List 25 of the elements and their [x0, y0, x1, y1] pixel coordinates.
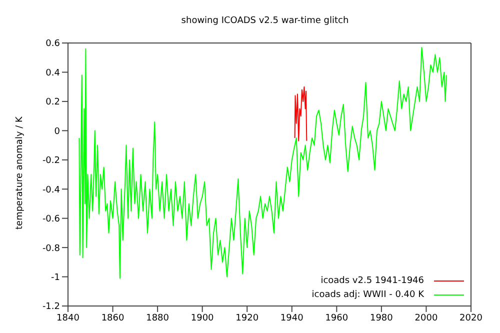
x-tick-label: 1920: [236, 313, 259, 324]
y-tick-label: -0.4: [42, 185, 60, 196]
y-tick-label: -1: [51, 272, 60, 283]
x-tick-label: 2000: [414, 313, 438, 324]
y-tick-label: -0.8: [42, 244, 60, 254]
y-tick-label: -0.2: [42, 156, 60, 166]
chart-title: showing ICOADS v2.5 war-time glitch: [180, 15, 350, 28]
legend-label: icoads adj: WWII - 0.40 K: [312, 289, 424, 302]
x-tick-label: 2020: [460, 313, 483, 324]
y-tick-label: -0.6: [42, 214, 60, 225]
y-axis-title: temperature anomaly / K: [15, 115, 26, 230]
x-tick-label: 1980: [370, 313, 394, 324]
y-tick-label: 0.4: [46, 68, 60, 78]
x-tick-label: 1940: [280, 313, 304, 324]
line-series: [294, 86, 308, 142]
y-tick-label: 0: [54, 126, 60, 137]
x-tick-label: 1840: [56, 313, 80, 324]
legend-label: icoads v2.5 1941-1946: [320, 275, 424, 288]
x-tick-label: 1880: [146, 313, 170, 324]
y-tick-label: 0.2: [46, 98, 60, 108]
x-tick-label: 1960: [325, 313, 348, 324]
x-tick-label: 1860: [101, 313, 125, 324]
x-tick-label: 1900: [190, 313, 214, 324]
y-tick-label: 0.6: [46, 39, 60, 50]
y-tick-label: -1.2: [42, 302, 60, 312]
